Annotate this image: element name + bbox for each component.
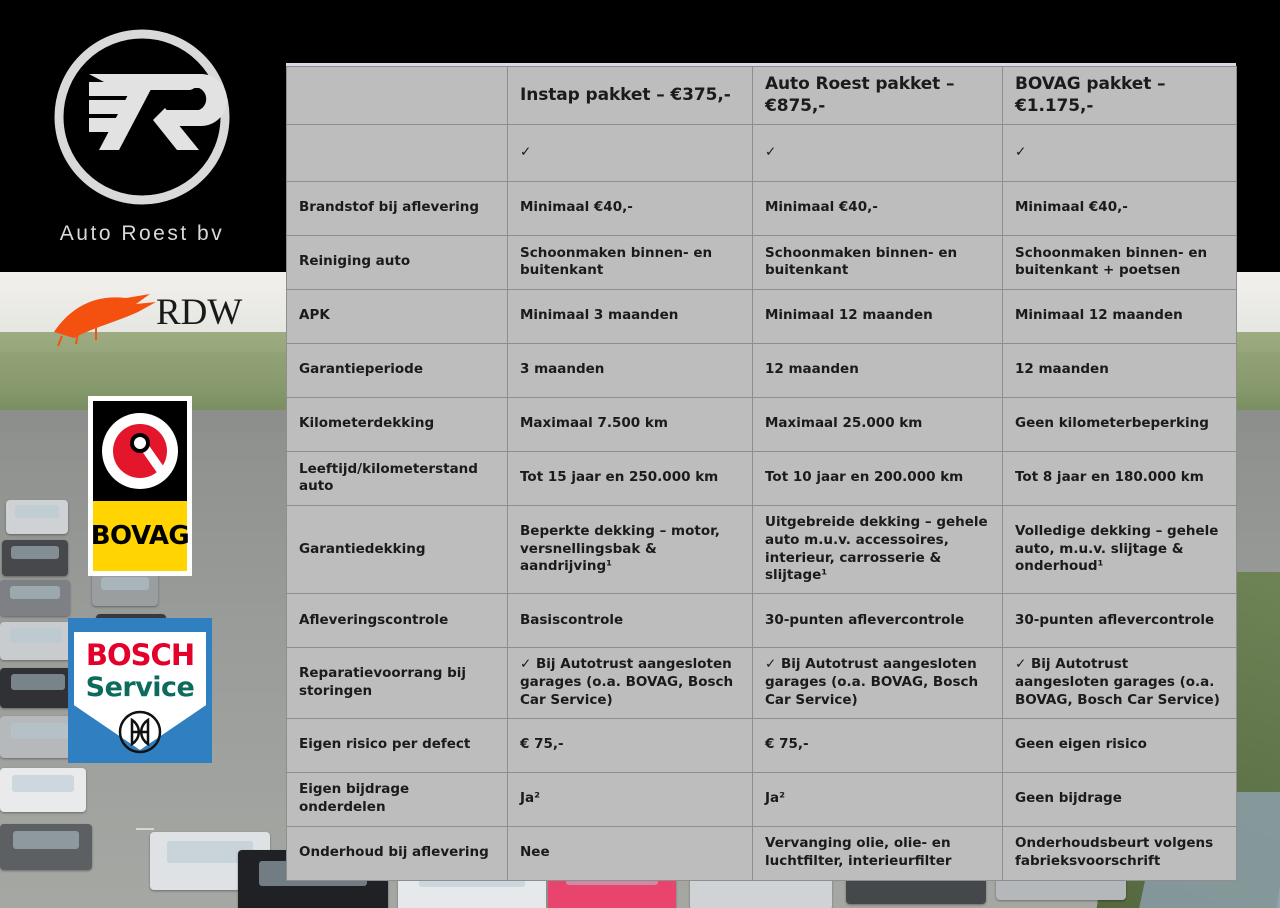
photo-lot-stripe: [136, 828, 154, 830]
row-value: Tot 8 jaar en 180.000 km: [1002, 450, 1237, 506]
row-value: Minimaal €40,-: [1002, 180, 1237, 236]
row-value: Nee: [507, 825, 753, 881]
rdw-wordmark: RDW: [156, 292, 243, 333]
row-value: € 75,-: [752, 717, 1003, 773]
rdw-bird-icon: [54, 294, 156, 347]
table-header-bovag: BOVAG pakket – €1.175,-: [1002, 66, 1237, 125]
table-row: Onderhoud bij aflevering Nee Vervanging …: [286, 825, 1237, 881]
table-header-autoroest: Auto Roest pakket – €875,-: [752, 66, 1003, 125]
row-label: Garantieperiode: [286, 342, 508, 398]
row-label: APK: [286, 288, 508, 344]
bovag-wordmark: BOVAG: [90, 521, 190, 551]
rdw-logo: RDW: [52, 292, 282, 348]
table-row: Afleveringscontrole Basiscontrole 30-pun…: [286, 593, 1237, 649]
row-value: 12 maanden: [752, 342, 1003, 398]
photo-car: [0, 768, 86, 812]
row-value: ✓ Bij Autotrust aangesloten garages (o.a…: [1002, 647, 1237, 719]
row-label: Reparatievoorrang bij storingen: [286, 647, 508, 719]
row-value: Geen eigen risico: [1002, 717, 1237, 773]
row-value: Minimaal €40,-: [507, 180, 753, 236]
table-row: Eigen bijdrage onderdelen Ja² Ja² Geen b…: [286, 771, 1237, 827]
row-label: Brandstof bij aflevering: [286, 180, 508, 236]
table-header-instap: Instap pakket – €375,-: [507, 66, 753, 125]
brand-caption: Auto Roest bv: [59, 222, 225, 245]
photo-car: [6, 500, 68, 534]
table-check-row: ✓ ✓ ✓: [286, 123, 1237, 182]
table-row: APK Minimaal 3 maanden Minimaal 12 maand…: [286, 288, 1237, 344]
row-value: € 75,-: [507, 717, 753, 773]
table-row: Brandstof bij aflevering Minimaal €40,- …: [286, 180, 1237, 236]
row-value: Maximaal 25.000 km: [752, 396, 1003, 452]
check-mark-icon: ✓: [752, 123, 1003, 182]
row-label: Kilometerdekking: [286, 396, 508, 452]
row-value: Minimaal 3 maanden: [507, 288, 753, 344]
row-label: Leeftijd/kilometerstand auto: [286, 450, 508, 506]
photo-car: [92, 572, 158, 606]
row-value: Vervanging olie, olie- en luchtfilter, i…: [752, 825, 1003, 881]
row-value: Minimaal 12 maanden: [752, 288, 1003, 344]
photo-car: [0, 622, 72, 660]
row-label: Eigen risico per defect: [286, 717, 508, 773]
photo-car: [2, 540, 68, 576]
photo-car: [0, 580, 70, 616]
bosch-service-logo: BOSCH Service: [68, 618, 212, 763]
table-row: Kilometerdekking Maximaal 7.500 km Maxim…: [286, 396, 1237, 452]
row-value: Uitgebreide dekking – gehele auto m.u.v.…: [752, 504, 1003, 595]
row-value: Ja²: [752, 771, 1003, 827]
bosch-armature-icon: [118, 710, 162, 759]
bovag-hub: [130, 433, 150, 453]
row-label: Eigen bijdrage onderdelen: [286, 771, 508, 827]
row-value: Minimaal 12 maanden: [1002, 288, 1237, 344]
row-value: Geen bijdrage: [1002, 771, 1237, 827]
row-value: ✓ Bij Autotrust aangesloten garages (o.a…: [507, 647, 753, 719]
row-label: Onderhoud bij aflevering: [286, 825, 508, 881]
table-row: Garantiedekking Beperkte dekking – motor…: [286, 504, 1237, 595]
row-value: Schoonmaken binnen- en buitenkant: [507, 234, 753, 290]
check-mark-icon: ✓: [1002, 123, 1237, 182]
row-label: [286, 123, 508, 182]
row-value: 12 maanden: [1002, 342, 1237, 398]
row-value: Volledige dekking – gehele auto, m.u.v. …: [1002, 504, 1237, 595]
row-value: ✓ Bij Autotrust aangesloten garages (o.a…: [752, 647, 1003, 719]
row-value: Onderhoudsbeurt volgens fabrieksvoorschr…: [1002, 825, 1237, 881]
photo-car: [0, 824, 92, 870]
table-header-row: Instap pakket – €375,- Auto Roest pakket…: [286, 66, 1237, 125]
row-value: Tot 15 jaar en 250.000 km: [507, 450, 753, 506]
row-label: Afleveringscontrole: [286, 593, 508, 649]
row-value: Ja²: [507, 771, 753, 827]
photo-car: [0, 668, 76, 708]
row-value: Schoonmaken binnen- en buitenkant + poet…: [1002, 234, 1237, 290]
table-row: Reiniging auto Schoonmaken binnen- en bu…: [286, 234, 1237, 290]
row-value: Beperkte dekking – motor, versnellingsba…: [507, 504, 753, 595]
row-value: Geen kilometerbeperking: [1002, 396, 1237, 452]
table-row: Eigen risico per defect € 75,- € 75,- Ge…: [286, 717, 1237, 773]
row-label: Garantiedekking: [286, 504, 508, 595]
row-value: 30-punten aflevercontrole: [752, 593, 1003, 649]
bovag-logo: BOVAG: [88, 396, 192, 576]
row-value: Maximaal 7.500 km: [507, 396, 753, 452]
row-value: 30-punten aflevercontrole: [1002, 593, 1237, 649]
row-value: Tot 10 jaar en 200.000 km: [752, 450, 1003, 506]
table-row: Reparatievoorrang bij storingen ✓ Bij Au…: [286, 647, 1237, 719]
brand-logo-panel: Auto Roest bv: [0, 0, 284, 272]
bosch-service-wordmark: Service: [85, 672, 195, 703]
table-row: Leeftijd/kilometerstand auto Tot 15 jaar…: [286, 450, 1237, 506]
bovag-emblem-icon: [93, 401, 187, 501]
photo-car: [0, 716, 80, 758]
bovag-wordmark-band: BOVAG: [90, 501, 190, 571]
bosch-wordmark: BOSCH: [85, 638, 195, 672]
row-label: Reiniging auto: [286, 234, 508, 290]
row-value: Minimaal €40,-: [752, 180, 1003, 236]
row-value: Basiscontrole: [507, 593, 753, 649]
table-row: Garantieperiode 3 maanden 12 maanden 12 …: [286, 342, 1237, 398]
table-header-blank: [286, 66, 508, 125]
row-value: 3 maanden: [507, 342, 753, 398]
check-mark-icon: ✓: [507, 123, 753, 182]
row-value: Schoonmaken binnen- en buitenkant: [752, 234, 1003, 290]
package-comparison-table: Instap pakket – €375,- Auto Roest pakket…: [286, 63, 1237, 881]
auto-roest-monogram-icon: [47, 22, 237, 217]
